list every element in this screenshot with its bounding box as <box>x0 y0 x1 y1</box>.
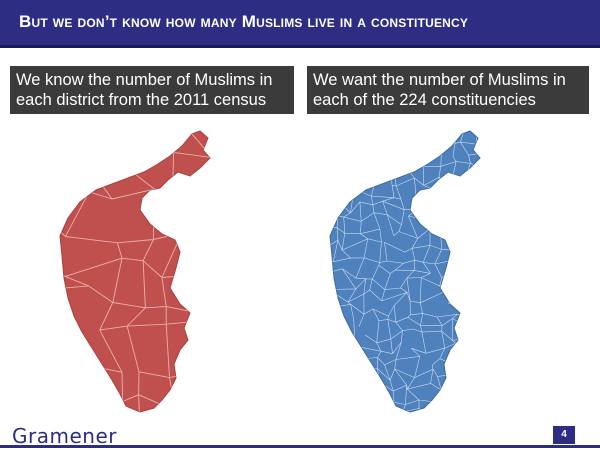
title-bar: But we don’t know how many Muslims live … <box>0 0 600 48</box>
caption-left: We know the number of Muslims in each di… <box>10 66 294 114</box>
slide-title: But we don’t know how many Muslims live … <box>19 12 469 31</box>
caption-right-line-2: each of the 224 constituencies <box>313 91 536 109</box>
footer-divider <box>0 445 600 448</box>
district-map <box>59 130 211 413</box>
constituency-map <box>329 130 481 413</box>
caption-left-line-1: We know the number of Muslims in <box>16 71 273 89</box>
caption-left-line-2: each district from the 2011 census <box>16 91 267 109</box>
constituency-boundaries <box>330 131 480 412</box>
caption-right: We want the number of Muslims in each of… <box>307 66 589 114</box>
caption-right-line-1: We want the number of Muslims in <box>313 71 566 89</box>
page-number: 4 <box>553 426 575 444</box>
constituency-map-outline <box>329 130 481 413</box>
district-map-outline <box>59 130 211 413</box>
gramener-logo: Gramener <box>12 424 117 448</box>
